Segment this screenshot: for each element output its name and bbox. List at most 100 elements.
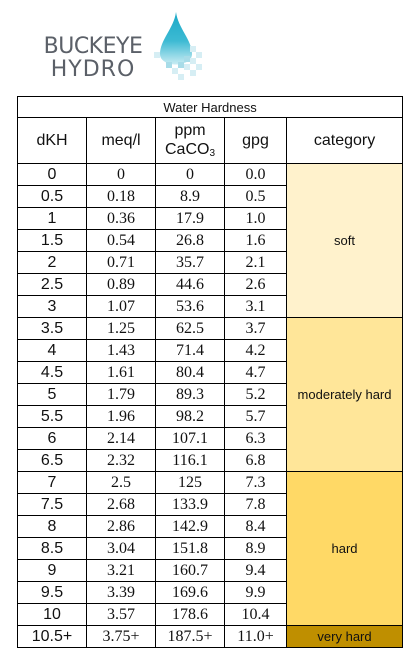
cell-ppm: 0 — [155, 163, 225, 186]
cell-ppm: 89.3 — [155, 383, 225, 406]
cell-meq: 3.21 — [86, 559, 156, 582]
cell-meq: 1.43 — [86, 339, 156, 362]
cell-meq: 1.61 — [86, 361, 156, 384]
cell-dkh: 9.5 — [17, 581, 87, 604]
cell-dkh: 10.5+ — [17, 625, 87, 648]
cell-ppm: 125 — [155, 471, 225, 494]
cell-dkh: 6.5 — [17, 449, 87, 472]
cell-meq: 2.14 — [86, 427, 156, 450]
cell-ppm: 62.5 — [155, 317, 225, 340]
cell-gpg: 7.8 — [224, 493, 287, 516]
cell-ppm: 44.6 — [155, 273, 225, 296]
cell-ppm: 53.6 — [155, 295, 225, 318]
cell-ppm: 8.9 — [155, 185, 225, 208]
table-row: 9 3.21 160.7 9.4 — [17, 559, 403, 582]
cell-gpg: 2.6 — [224, 273, 287, 296]
cell-dkh: 9 — [17, 559, 87, 582]
cell-ppm: 169.6 — [155, 581, 225, 604]
cell-dkh: 4.5 — [17, 361, 87, 384]
cell-gpg: 10.4 — [224, 603, 287, 626]
cell-meq: 0.89 — [86, 273, 156, 296]
cell-ppm: 187.5+ — [155, 625, 225, 648]
header-category: category — [285, 117, 404, 164]
cell-meq: 0.54 — [86, 229, 156, 252]
table-row: 2 0.71 35.7 2.1 — [17, 251, 403, 274]
water-drop-icon — [154, 12, 202, 80]
table-row: 4.5 1.61 80.4 4.7 — [17, 361, 403, 384]
cell-meq: 1.79 — [86, 383, 156, 406]
cell-dkh: 0 — [17, 163, 87, 186]
cell-dkh: 1.5 — [17, 229, 87, 252]
table-row: 4 1.43 71.4 4.2 — [17, 339, 403, 362]
cell-ppm: 151.8 — [155, 537, 225, 560]
cell-ppm: 26.8 — [155, 229, 225, 252]
table-title: Water Hardness — [16, 96, 404, 118]
cell-meq: 3.57 — [86, 603, 156, 626]
header-ppm-caco3: ppm CaCO3 — [155, 117, 225, 164]
table-body: 0 0 0 0.0 soft 0.5 0.18 8.9 0.5 1 0.36 17.9 1.0 1.5 0.… — [17, 163, 404, 648]
header-caco: CaCO — [164, 141, 210, 159]
table-row: 10.5+ 3.75+ 187.5+ 11.0+ very hard — [17, 625, 404, 648]
header-meq: meq/l — [86, 117, 156, 164]
header-ppm: ppm — [174, 121, 206, 139]
cell-dkh: 5 — [17, 383, 87, 406]
cell-meq: 0.18 — [86, 185, 156, 208]
cell-meq: 1.96 — [86, 405, 156, 428]
table-row: 10 3.57 178.6 10.4 — [17, 603, 403, 626]
header-gpg: gpg — [224, 117, 287, 164]
cell-ppm: 133.9 — [155, 493, 225, 516]
logo-line-1: BUCKEYE — [43, 34, 143, 59]
cell-gpg: 4.2 — [224, 339, 287, 362]
cell-ppm: 142.9 — [155, 515, 225, 538]
cell-dkh: 2 — [17, 251, 87, 274]
cell-dkh: 8 — [17, 515, 87, 538]
table-row: 8.5 3.04 151.8 8.9 — [17, 537, 403, 560]
cell-ppm: 160.7 — [155, 559, 225, 582]
cell-gpg: 5.2 — [224, 383, 287, 406]
cell-gpg: 3.7 — [224, 317, 287, 340]
cell-ppm: 80.4 — [155, 361, 225, 384]
cell-dkh: 3.5 — [17, 317, 87, 340]
category-cell: very hard — [285, 625, 404, 648]
cell-gpg: 9.4 — [224, 559, 287, 582]
cell-dkh: 3 — [17, 295, 87, 318]
cell-meq: 1.25 — [86, 317, 156, 340]
cell-meq: 0 — [86, 163, 156, 186]
cell-ppm: 116.1 — [155, 449, 225, 472]
cell-dkh: 0.5 — [17, 185, 87, 208]
cell-dkh: 8.5 — [17, 537, 87, 560]
cell-gpg: 9.9 — [224, 581, 287, 604]
category-cell: soft — [285, 163, 404, 318]
cell-gpg: 1.0 — [224, 207, 287, 230]
table-row: 1.5 0.54 26.8 1.6 — [17, 229, 403, 252]
cell-gpg: 4.7 — [224, 361, 287, 384]
cell-gpg: 1.6 — [224, 229, 287, 252]
cell-dkh: 5.5 — [17, 405, 87, 428]
cell-gpg: 8.4 — [224, 515, 287, 538]
header-dkh: dKH — [17, 117, 87, 164]
cell-ppm: 178.6 — [155, 603, 225, 626]
category-cell: moderately hard — [285, 317, 404, 472]
table-row: 9.5 3.39 169.6 9.9 — [17, 581, 403, 604]
logo-wordmark: BUCKEYE HYDRO — [28, 36, 158, 81]
table-row: 5 1.79 89.3 5.2 — [17, 383, 403, 406]
cell-dkh: 6 — [17, 427, 87, 450]
buckeye-hydro-logo: BUCKEYE HYDRO — [28, 10, 218, 82]
table-row: 7 2.5 125 7.3 hard — [17, 471, 404, 626]
cell-meq: 0.36 — [86, 207, 156, 230]
cell-dkh: 4 — [17, 339, 87, 362]
cell-dkh: 1 — [17, 207, 87, 230]
cell-gpg: 3.1 — [224, 295, 287, 318]
cell-ppm: 17.9 — [155, 207, 225, 230]
cell-ppm: 107.1 — [155, 427, 225, 450]
table-row: 8 2.86 142.9 8.4 — [17, 515, 403, 538]
table-row: 6.5 2.32 116.1 6.8 — [17, 449, 403, 472]
cell-meq: 2.68 — [86, 493, 156, 516]
cell-dkh: 7.5 — [17, 493, 87, 516]
cell-meq: 0.71 — [86, 251, 156, 274]
cell-meq: 3.04 — [86, 537, 156, 560]
table-row: 0 0 0 0.0 soft — [17, 163, 404, 318]
cell-dkh: 10 — [17, 603, 87, 626]
cell-ppm: 35.7 — [155, 251, 225, 274]
cell-meq: 3.75+ — [86, 625, 156, 648]
